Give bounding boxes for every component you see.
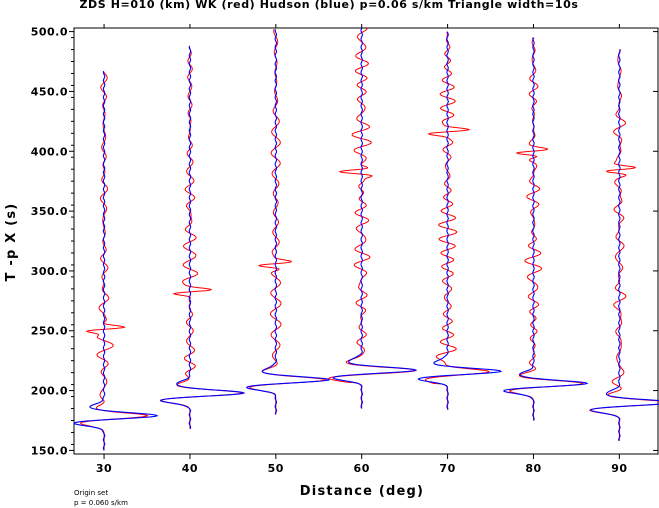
y-tick-label: 350.0 (31, 205, 68, 218)
y-tick-label: 400.0 (31, 145, 68, 158)
hudson-trace-80 (503, 37, 589, 421)
y-tick-label: 200.0 (31, 385, 68, 398)
x-tick-label: 30 (96, 462, 112, 475)
wk-trace-80 (508, 37, 584, 421)
wk-trace-30 (80, 70, 149, 451)
wk-trace-40 (159, 45, 243, 429)
hudson-trace-30 (73, 71, 159, 451)
x-tick-label: 90 (611, 462, 627, 475)
x-tick-label: 50 (268, 462, 284, 475)
y-tick-label: 500.0 (31, 26, 68, 39)
hudson-trace-60 (332, 27, 417, 409)
hudson-trace-40 (160, 45, 246, 430)
wk-trace-50 (249, 29, 327, 415)
y-tick-label: 450.0 (31, 85, 68, 98)
wk-trace-90 (588, 49, 659, 441)
wk-trace-60 (328, 28, 418, 409)
y-tick-label: 150.0 (31, 444, 68, 457)
y-tick-label: 300.0 (31, 265, 68, 278)
hudson-trace-50 (245, 28, 331, 415)
x-tick-label: 80 (525, 462, 541, 475)
x-axis-label: Distance (deg) (300, 484, 424, 499)
x-tick-label: 60 (354, 462, 370, 475)
y-tick-label: 250.0 (31, 325, 68, 338)
hudson-trace-70 (417, 31, 503, 410)
footer-origin: Origin set (74, 489, 108, 497)
wk-trace-70 (424, 31, 490, 410)
y-axis-label: T -p X (s) (4, 203, 19, 282)
x-tick-label: 40 (182, 462, 198, 475)
x-tick-label: 70 (439, 462, 455, 475)
hudson-trace-90 (590, 49, 659, 441)
chart-title: ZDS H=010 (km) WK (red) Hudson (blue) p=… (79, 0, 578, 11)
footer-slowness: p = 0.060 s/km (74, 499, 128, 507)
